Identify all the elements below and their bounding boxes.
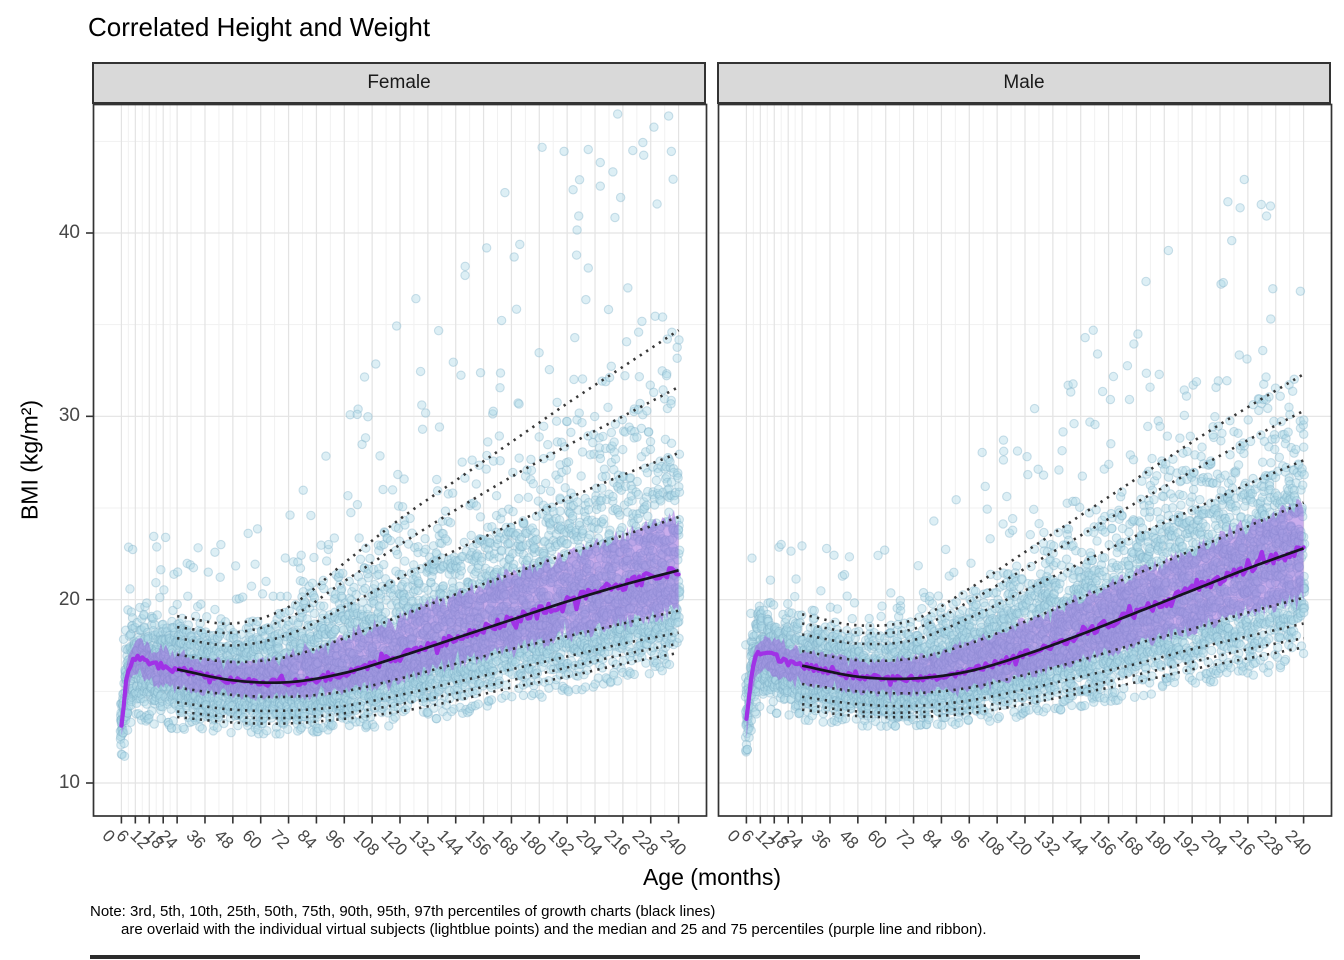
facet-strip-label: Male (1003, 72, 1045, 93)
note-line-2: are overlaid with the individual virtual… (121, 921, 987, 938)
facet-strip-male: Male (717, 62, 1331, 104)
y-axis-title: BMI (kg/m²) (16, 399, 43, 521)
y-tick-label: 20 (58, 588, 80, 610)
bottom-rule (90, 955, 1140, 959)
facet-strip-female: Female (92, 62, 706, 104)
y-tick-label: 30 (58, 405, 80, 427)
chart-title: Correlated Height and Weight (88, 12, 431, 42)
x-axis-title: Age (months) (642, 864, 782, 890)
y-tick-label: 40 (58, 222, 80, 243)
y-tick-label: 10 (58, 772, 80, 793)
facet-strip-label: Female (367, 72, 431, 93)
note-line-1: Note: 3rd, 5th, 10th, 25th, 50th, 75th, … (90, 903, 716, 920)
